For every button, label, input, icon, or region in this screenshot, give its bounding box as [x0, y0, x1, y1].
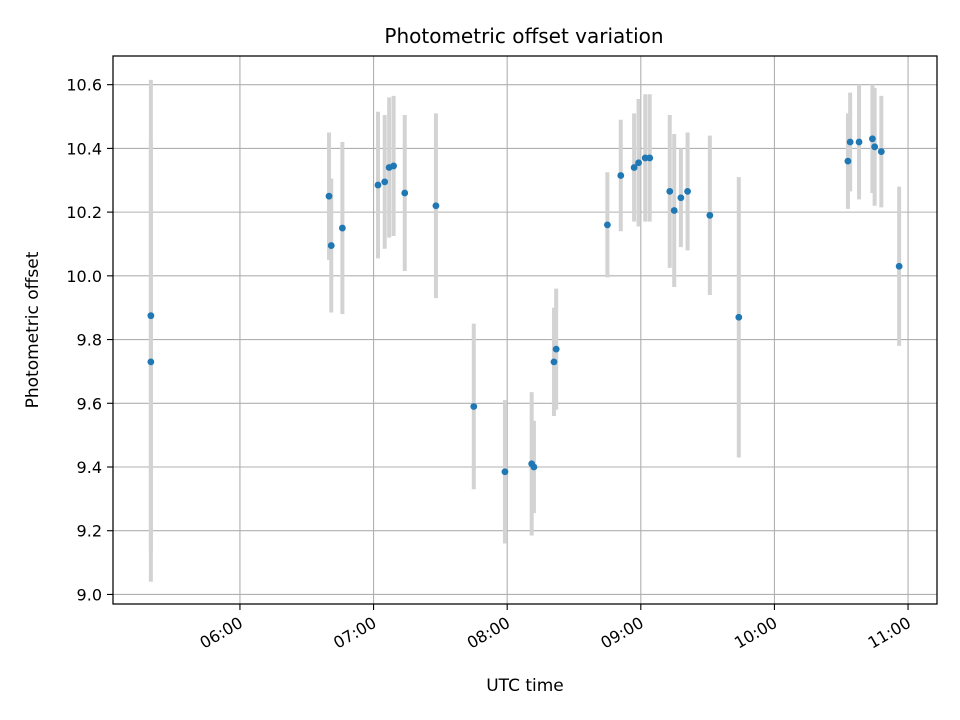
- data-point: [635, 159, 642, 167]
- y-tick-label: 10.0: [66, 267, 102, 286]
- data-point: [844, 157, 852, 165]
- data-point: [670, 207, 678, 214]
- data-point: [552, 345, 560, 353]
- data-point: [646, 154, 654, 162]
- chart-title: Photometric offset variation: [384, 24, 663, 48]
- x-axis-label: UTC time: [486, 676, 564, 696]
- y-tick-label: 9.4: [77, 458, 102, 477]
- data-point: [374, 181, 382, 189]
- y-axis-ticks: 9.0 9.2 9.4 9.6 9.8 10.0 10.2 10.4 10.6: [66, 76, 113, 604]
- data-point: [735, 313, 743, 321]
- data-point: [381, 178, 389, 186]
- data-point: [401, 189, 409, 197]
- data-point: [530, 463, 538, 471]
- data-point: [684, 188, 691, 195]
- data-point: [846, 138, 854, 146]
- data-point: [666, 188, 674, 195]
- data-point: [390, 162, 398, 170]
- data-point: [877, 148, 885, 155]
- grid: [113, 56, 937, 604]
- y-tick-label: 9.2: [77, 522, 102, 541]
- y-tick-label: 10.6: [66, 76, 102, 95]
- y-tick-label: 9.0: [77, 585, 102, 604]
- data-point: [550, 358, 558, 366]
- data-point: [432, 202, 440, 210]
- data-point: [147, 358, 155, 366]
- data-point: [325, 192, 333, 200]
- data-point: [706, 211, 714, 219]
- y-tick-label: 10.4: [66, 139, 102, 158]
- data-points: [147, 135, 903, 476]
- plot-frame: [112, 55, 938, 605]
- data-point: [871, 143, 879, 151]
- data-point: [604, 221, 611, 229]
- data-point: [855, 138, 863, 146]
- y-tick-label: 9.8: [77, 331, 102, 350]
- data-point: [501, 468, 509, 476]
- data-point: [338, 224, 346, 232]
- data-point: [470, 403, 478, 410]
- data-point: [869, 135, 876, 143]
- y-tick-label: 10.2: [66, 203, 102, 222]
- data-point: [677, 194, 685, 202]
- data-point: [147, 312, 155, 320]
- y-tick-label: 9.6: [77, 394, 102, 413]
- data-point: [630, 164, 638, 171]
- data-point: [895, 262, 903, 270]
- data-point: [327, 242, 335, 249]
- data-point: [617, 172, 625, 179]
- y-axis-label: Photometric offset: [23, 251, 43, 408]
